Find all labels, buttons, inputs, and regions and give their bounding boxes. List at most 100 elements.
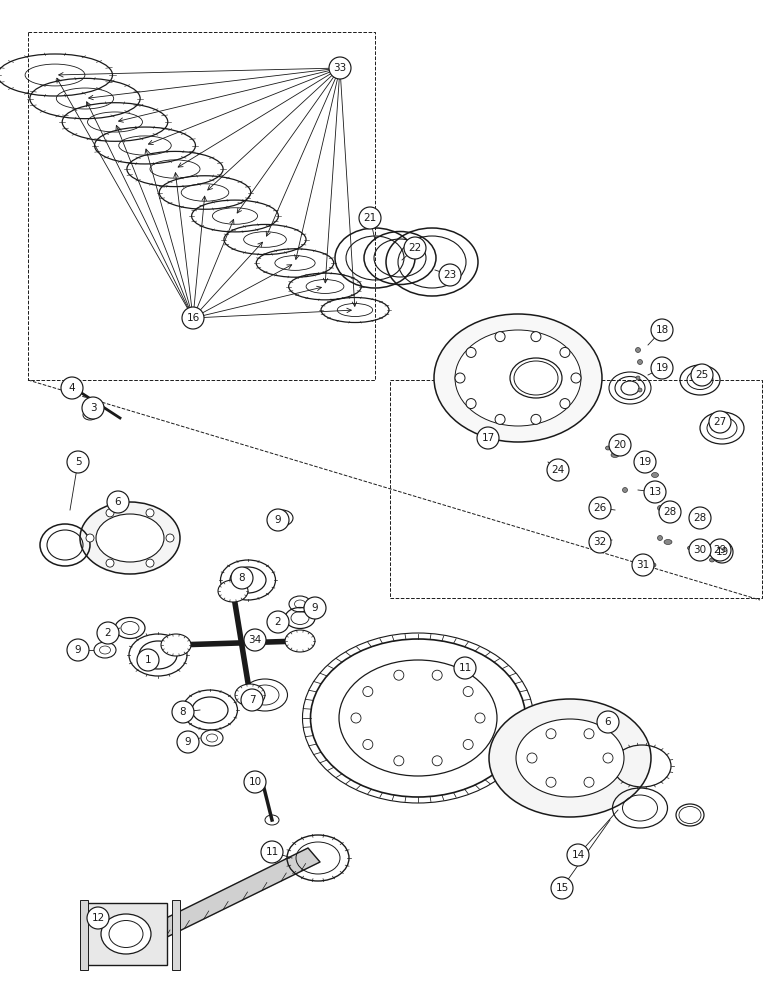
Circle shape: [329, 57, 351, 79]
Text: 29: 29: [714, 545, 727, 555]
Circle shape: [584, 729, 594, 739]
Text: 2: 2: [275, 617, 282, 627]
Text: 21: 21: [363, 213, 377, 223]
Circle shape: [455, 373, 465, 383]
Text: 4: 4: [69, 383, 76, 393]
Ellipse shape: [101, 914, 151, 954]
Text: 1: 1: [144, 655, 151, 665]
Circle shape: [689, 507, 711, 529]
Circle shape: [659, 501, 681, 523]
Circle shape: [560, 347, 570, 357]
Ellipse shape: [161, 634, 191, 656]
Text: 9: 9: [75, 645, 81, 655]
Text: 14: 14: [572, 850, 585, 860]
Text: 6: 6: [604, 717, 612, 727]
Circle shape: [261, 841, 283, 863]
Ellipse shape: [669, 518, 675, 522]
Circle shape: [146, 559, 154, 567]
Ellipse shape: [717, 546, 724, 550]
Ellipse shape: [664, 540, 672, 544]
Text: 20: 20: [613, 440, 626, 450]
Circle shape: [644, 481, 666, 503]
Ellipse shape: [710, 558, 714, 562]
Text: 6: 6: [115, 497, 122, 507]
Circle shape: [584, 777, 594, 787]
Ellipse shape: [658, 536, 662, 540]
Circle shape: [709, 411, 731, 433]
Ellipse shape: [289, 596, 311, 612]
Text: 12: 12: [91, 913, 105, 923]
Text: 17: 17: [481, 433, 495, 443]
Circle shape: [106, 509, 114, 517]
Circle shape: [463, 739, 473, 749]
Text: 10: 10: [249, 777, 261, 787]
Text: 24: 24: [551, 465, 565, 475]
Text: 16: 16: [186, 313, 200, 323]
Ellipse shape: [638, 388, 642, 392]
Circle shape: [531, 332, 541, 342]
Ellipse shape: [611, 452, 619, 458]
Ellipse shape: [707, 546, 712, 550]
Text: 3: 3: [90, 403, 96, 413]
Text: 8: 8: [239, 573, 246, 583]
Text: 26: 26: [594, 503, 607, 513]
Circle shape: [82, 397, 104, 419]
Circle shape: [691, 364, 713, 386]
Circle shape: [363, 687, 373, 697]
Ellipse shape: [285, 630, 315, 652]
Circle shape: [560, 399, 570, 409]
Circle shape: [172, 701, 194, 723]
Ellipse shape: [339, 660, 497, 776]
Circle shape: [609, 434, 631, 456]
Circle shape: [182, 307, 204, 329]
Circle shape: [546, 729, 556, 739]
Text: 19: 19: [638, 457, 651, 467]
Ellipse shape: [516, 719, 624, 797]
Ellipse shape: [455, 330, 581, 426]
Circle shape: [244, 629, 266, 651]
Circle shape: [531, 414, 541, 424]
Circle shape: [432, 670, 442, 680]
Ellipse shape: [271, 510, 293, 526]
Circle shape: [394, 756, 404, 766]
Bar: [85, 903, 167, 965]
Text: 30: 30: [693, 545, 707, 555]
Text: 19: 19: [655, 363, 668, 373]
Circle shape: [651, 357, 673, 379]
Text: 22: 22: [409, 243, 422, 253]
Ellipse shape: [94, 642, 116, 658]
Circle shape: [61, 377, 83, 399]
Circle shape: [495, 332, 505, 342]
Circle shape: [86, 534, 94, 542]
Text: 11: 11: [265, 847, 278, 857]
Circle shape: [137, 649, 159, 671]
Circle shape: [466, 347, 476, 357]
Ellipse shape: [80, 502, 180, 574]
Text: 8: 8: [179, 707, 186, 717]
Text: 33: 33: [333, 63, 346, 73]
Circle shape: [87, 907, 109, 929]
Circle shape: [527, 753, 537, 763]
Circle shape: [495, 414, 505, 424]
Circle shape: [267, 509, 289, 531]
Circle shape: [463, 687, 473, 697]
Ellipse shape: [664, 509, 672, 515]
Circle shape: [571, 373, 581, 383]
Circle shape: [475, 713, 485, 723]
Ellipse shape: [434, 314, 602, 442]
Ellipse shape: [303, 633, 534, 803]
Circle shape: [711, 541, 733, 563]
Circle shape: [244, 771, 266, 793]
Ellipse shape: [622, 488, 627, 492]
Circle shape: [363, 739, 373, 749]
Ellipse shape: [718, 558, 725, 562]
Text: 32: 32: [594, 537, 607, 547]
Bar: [80, 900, 88, 970]
Circle shape: [351, 713, 361, 723]
Text: 28: 28: [693, 513, 707, 523]
Ellipse shape: [605, 446, 611, 450]
Ellipse shape: [651, 473, 658, 478]
Circle shape: [466, 399, 476, 409]
Text: 7: 7: [249, 695, 255, 705]
Ellipse shape: [636, 348, 640, 353]
